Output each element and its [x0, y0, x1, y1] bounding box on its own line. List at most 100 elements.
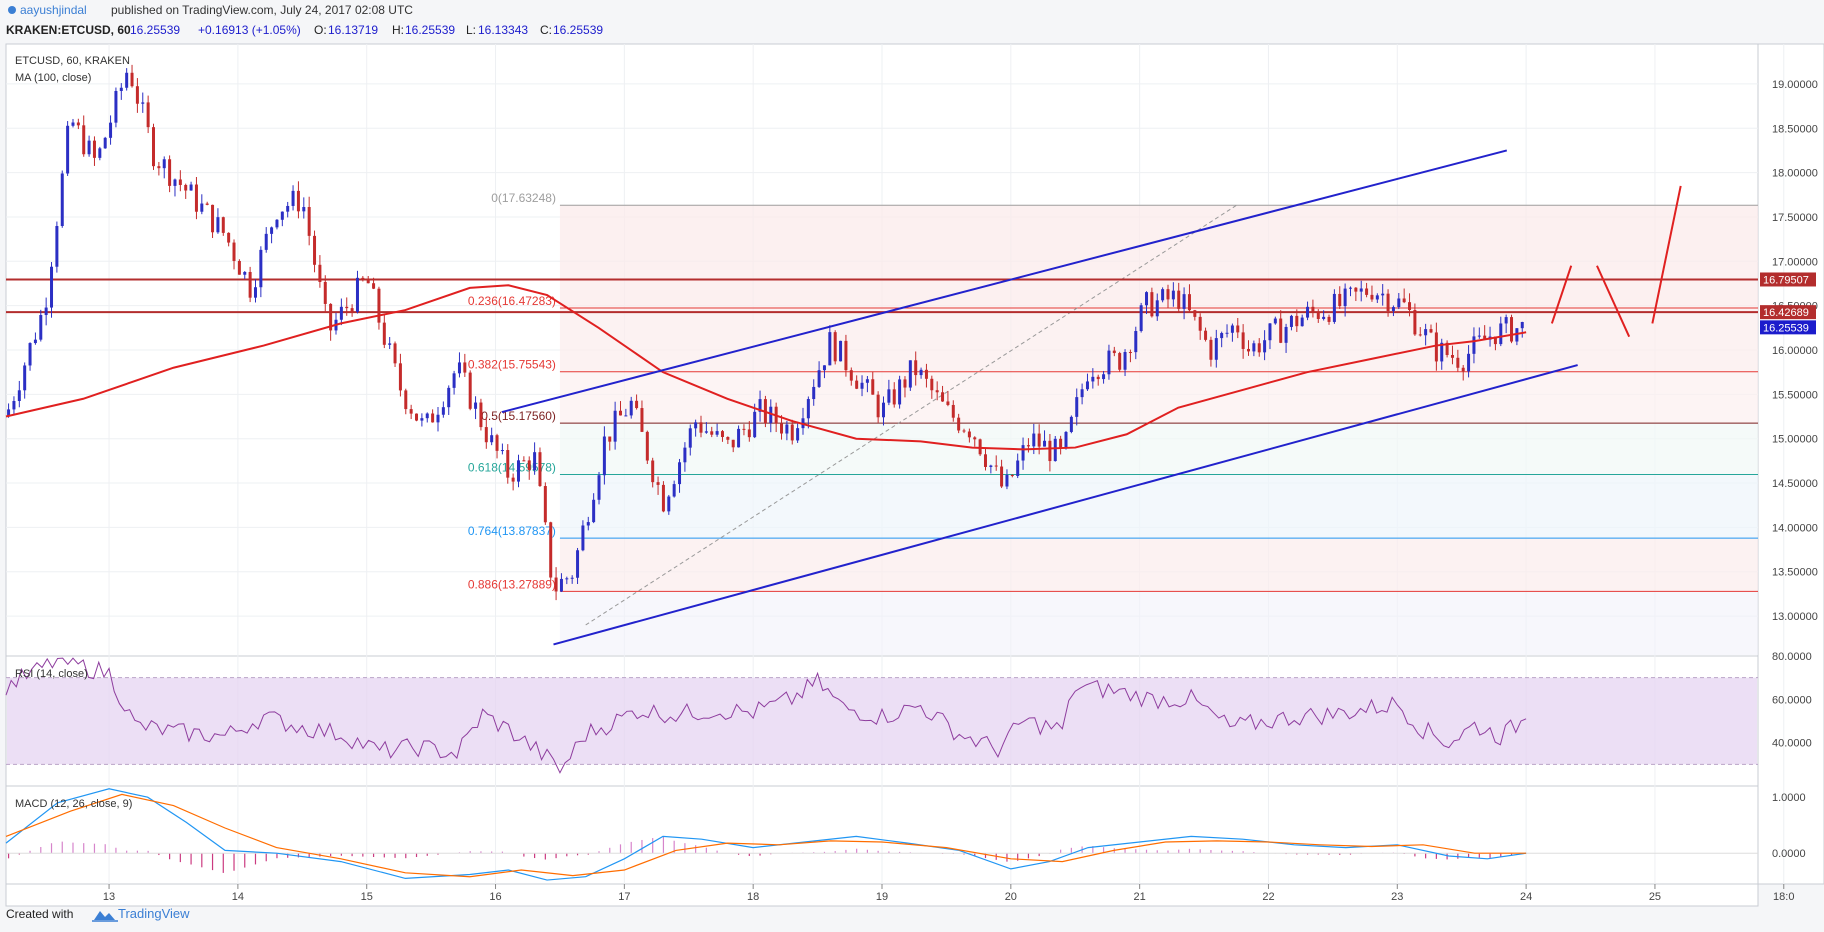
- candle-body: [66, 125, 70, 174]
- time-tick-label: 14: [232, 891, 244, 903]
- candle-body: [694, 422, 698, 429]
- candle-body: [1096, 376, 1100, 380]
- price-tick-label: 15.50000: [1772, 389, 1818, 401]
- candle-body: [307, 207, 311, 236]
- published-text: published on TradingView.com, July 24, 2…: [111, 3, 413, 17]
- candle-body: [1166, 289, 1170, 300]
- candle-body: [1000, 466, 1004, 487]
- candle-body: [892, 389, 896, 405]
- candle-body: [28, 343, 32, 366]
- candle-body: [1359, 288, 1363, 292]
- candle-body: [1016, 460, 1020, 476]
- price-tick-label: 13.50000: [1772, 567, 1818, 579]
- projection-segment: [1550, 265, 1573, 324]
- candle-body: [264, 233, 268, 250]
- candle-body: [790, 424, 794, 441]
- candle-body: [1048, 440, 1052, 462]
- ma-line: [5, 284, 1527, 451]
- candle-body: [323, 281, 327, 304]
- candle-body: [806, 399, 810, 419]
- candle-body: [715, 431, 719, 435]
- candle-body: [1193, 310, 1197, 317]
- candle-body: [887, 389, 891, 403]
- candle-body: [919, 369, 923, 376]
- candle-body: [602, 436, 606, 476]
- candle-body: [76, 122, 80, 126]
- candle-body: [753, 411, 757, 438]
- candle-body: [683, 447, 687, 463]
- candle-body: [1091, 376, 1095, 382]
- candle-body: [447, 387, 451, 408]
- price-level-badge: [1760, 272, 1816, 287]
- author-name[interactable]: aayushjindal: [20, 3, 87, 17]
- macd-tick-label: 0.0000: [1772, 848, 1806, 860]
- candle-body: [903, 379, 907, 388]
- candle-body: [1520, 322, 1524, 329]
- projection-path: [1550, 185, 1682, 338]
- price-tick-label: 19.00000: [1772, 79, 1818, 91]
- candle-body: [812, 386, 816, 400]
- candle-body: [1225, 332, 1229, 334]
- time-tick-label: 23: [1391, 891, 1403, 903]
- candle-body: [1257, 343, 1261, 353]
- candle-body: [554, 577, 558, 592]
- price-axis[interactable]: [1757, 43, 1824, 885]
- candle-body: [699, 422, 703, 433]
- candle-body: [1289, 315, 1293, 327]
- candle-body: [613, 410, 617, 442]
- rsi-line: [5, 657, 1527, 774]
- candle-body: [275, 219, 279, 228]
- candle-body: [608, 436, 612, 442]
- candle-body: [484, 427, 488, 443]
- price-tick-label: 18.00000: [1772, 168, 1818, 180]
- candle-body: [194, 184, 198, 212]
- candle-body: [409, 409, 413, 414]
- candle-body: [393, 343, 397, 364]
- candle-body: [871, 379, 875, 395]
- candle-body: [586, 522, 590, 526]
- price-level-badge: [1760, 305, 1816, 320]
- candle-body: [1322, 316, 1326, 319]
- candle-body: [1424, 329, 1428, 336]
- candle-body: [1118, 353, 1122, 370]
- candle-body: [1080, 389, 1084, 398]
- candle-body: [592, 499, 596, 523]
- candle-body: [302, 207, 306, 212]
- fib-zone: [559, 308, 1758, 372]
- candle-body: [33, 339, 37, 344]
- candle-body: [243, 271, 247, 275]
- candle-body: [538, 452, 542, 487]
- candle-body: [125, 72, 129, 88]
- candle-body: [1263, 340, 1267, 353]
- candle-body: [865, 379, 869, 383]
- candle-body: [1391, 307, 1395, 311]
- candle-body: [849, 370, 853, 381]
- candle-body: [946, 401, 950, 405]
- candle-body: [1440, 342, 1444, 362]
- candle-body: [1032, 433, 1036, 447]
- close-label: C:: [540, 23, 552, 37]
- candle-body: [1306, 306, 1310, 318]
- candle-body: [914, 360, 918, 376]
- candle-body: [1037, 433, 1041, 447]
- candle-body: [39, 315, 43, 340]
- candle-body: [1241, 332, 1245, 349]
- candle-body: [431, 413, 435, 423]
- candle-body: [1145, 292, 1149, 306]
- candle-body: [1397, 298, 1401, 308]
- candle-body: [146, 102, 150, 128]
- candle-body: [205, 203, 209, 205]
- price-tick-label: 13.00000: [1772, 611, 1818, 623]
- low-label: L:: [466, 23, 476, 37]
- tradingview-logo-icon[interactable]: [92, 911, 118, 922]
- candle-body: [1467, 353, 1471, 372]
- tradingview-brand[interactable]: TradingView: [118, 906, 190, 921]
- time-tick-label: 21: [1134, 891, 1146, 903]
- candle-body: [957, 417, 961, 431]
- candle-body: [463, 362, 467, 373]
- candle-body: [688, 428, 692, 448]
- candle-body: [1348, 287, 1352, 289]
- candle-body: [855, 380, 859, 389]
- candle-body: [162, 159, 166, 169]
